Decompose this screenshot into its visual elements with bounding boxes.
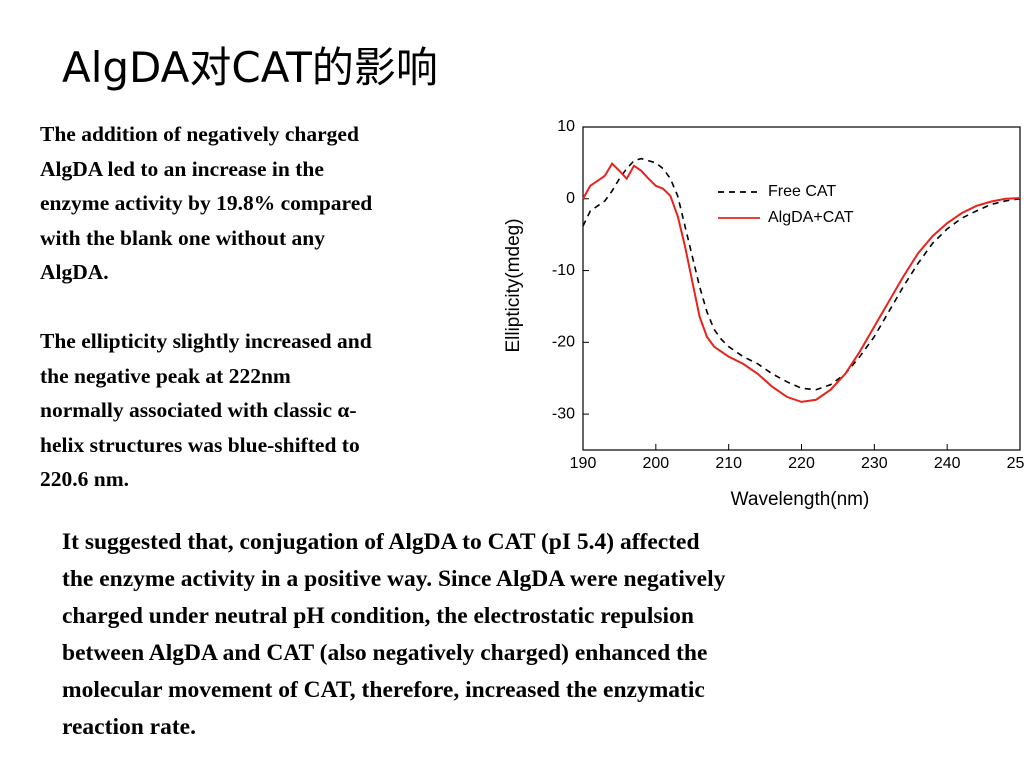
y-tick-label: 0 [566, 190, 575, 207]
x-axis-label: Wavelength(nm) [731, 489, 870, 510]
x-tick-label: 240 [934, 455, 961, 472]
y-tick-label: -10 [552, 262, 575, 279]
text-line: enzyme activity by 19.8% compared [40, 191, 373, 215]
x-tick-label: 200 [642, 455, 669, 472]
y-axis-label: Ellipticity(mdeg) [503, 218, 524, 352]
x-tick-label: 220 [788, 455, 815, 472]
text-line: AlgDA led to an increase in the [40, 156, 324, 181]
text-line: the negative peak at 222nm [40, 363, 291, 388]
legend-label: AlgDA+CAT [768, 209, 854, 226]
chart: 10 0 -10 -20 -30 190 200 210 220 230 240 250 Wavelen… [503, 118, 1024, 510]
text-line: with the blank one without any [40, 225, 325, 250]
text-line: charged under neutral pH condition, the … [62, 603, 694, 629]
data-line [582, 157, 1021, 391]
legend-label: Free CAT [768, 183, 836, 200]
x-tick-label: 210 [715, 455, 742, 472]
y-tick-label: -20 [552, 334, 575, 351]
slide-title: AlgDA对CAT的影响 [62, 43, 438, 92]
text-line: 220.6 nm. [40, 467, 129, 491]
text-line: The ellipticity slightly increased and [40, 329, 372, 353]
text-line: normally associated with classic α- [40, 398, 357, 422]
x-tick-label: 230 [861, 455, 888, 472]
x-tick-label: 190 [570, 455, 597, 472]
y-tick-label: -30 [552, 405, 575, 422]
bottom-text: It suggested that, conjugation of AlgDA … [62, 524, 725, 746]
paragraph: The addition of negatively charged AlgDA … [40, 117, 490, 290]
text-line: It suggested that, conjugation of AlgDA … [62, 529, 700, 555]
text-line: between AlgDA and CAT (also negatively c… [62, 640, 708, 666]
left-text: The addition of negatively charged AlgDA … [40, 117, 490, 531]
text-line: AlgDA. [40, 260, 109, 284]
x-tick-label: 250 [1007, 455, 1024, 472]
y-tick-label: 10 [557, 118, 575, 135]
text-line: reaction rate. [62, 714, 196, 740]
data-line [582, 162, 1021, 403]
text-line: the enzyme activity in a positive way. S… [62, 566, 726, 592]
text-line: helix structures was blue-shifted to [40, 432, 360, 457]
text-line: The addition of negatively charged [40, 122, 359, 146]
text-line: molecular movement of CAT, therefore, in… [62, 677, 705, 703]
paragraph: The ellipticity slightly increased and th… [40, 324, 490, 497]
